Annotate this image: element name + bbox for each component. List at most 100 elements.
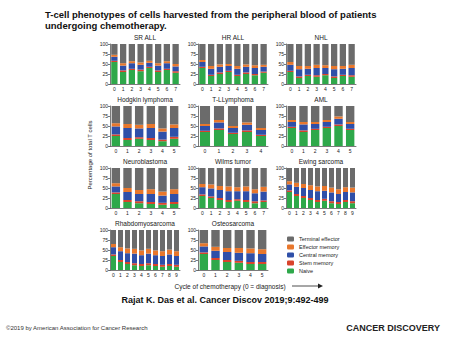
- svg-text:1: 1: [218, 148, 221, 154]
- svg-text:50: 50: [190, 185, 196, 191]
- svg-text:3: 3: [149, 210, 152, 216]
- svg-text:4: 4: [260, 148, 263, 154]
- svg-text:50: 50: [102, 185, 108, 191]
- svg-text:100: 100: [188, 227, 197, 233]
- svg-text:6: 6: [253, 86, 256, 92]
- svg-text:50: 50: [102, 123, 108, 129]
- svg-text:Naive: Naive: [299, 268, 313, 274]
- svg-text:Wilms tumor: Wilms tumor: [215, 158, 252, 165]
- svg-text:2: 2: [130, 86, 133, 92]
- svg-text:4: 4: [324, 86, 327, 92]
- svg-text:8: 8: [344, 210, 347, 216]
- svg-text:50: 50: [102, 247, 108, 253]
- svg-text:0: 0: [281, 143, 284, 149]
- svg-text:50: 50: [278, 61, 284, 67]
- svg-text:25: 25: [102, 195, 108, 201]
- svg-text:50: 50: [278, 185, 284, 191]
- svg-text:5: 5: [147, 272, 150, 278]
- svg-text:Terminal effector: Terminal effector: [299, 236, 340, 242]
- svg-text:0: 0: [289, 86, 292, 92]
- svg-text:100: 100: [188, 41, 197, 47]
- svg-text:50: 50: [102, 61, 108, 67]
- svg-text:75: 75: [190, 175, 196, 181]
- svg-text:4: 4: [236, 86, 239, 92]
- svg-text:Osteosarcoma: Osteosarcoma: [212, 220, 255, 227]
- svg-text:2: 2: [306, 86, 309, 92]
- svg-text:CANCER DISCOVERY: CANCER DISCOVERY: [346, 323, 440, 333]
- svg-text:2: 2: [138, 148, 141, 154]
- svg-text:5: 5: [173, 210, 176, 216]
- svg-text:AML: AML: [314, 96, 328, 103]
- svg-text:4: 4: [337, 148, 340, 154]
- svg-text:6: 6: [341, 86, 344, 92]
- svg-text:25: 25: [278, 71, 284, 77]
- svg-text:25: 25: [102, 71, 108, 77]
- svg-text:25: 25: [278, 133, 284, 139]
- svg-text:75: 75: [278, 113, 284, 119]
- svg-text:75: 75: [278, 175, 284, 181]
- svg-text:Percentage of total T cells: Percentage of total T cells: [87, 120, 93, 189]
- svg-text:4: 4: [161, 210, 164, 216]
- svg-text:1: 1: [210, 210, 213, 216]
- svg-text:1: 1: [302, 148, 305, 154]
- svg-text:2: 2: [218, 210, 221, 216]
- svg-text:Neuroblastoma: Neuroblastoma: [123, 158, 167, 165]
- svg-text:Central memory: Central memory: [299, 252, 338, 258]
- svg-text:9: 9: [351, 210, 354, 216]
- svg-text:7: 7: [262, 86, 265, 92]
- svg-text:25: 25: [190, 195, 196, 201]
- svg-text:7: 7: [337, 210, 340, 216]
- svg-text:25: 25: [190, 133, 196, 139]
- svg-text:50: 50: [190, 123, 196, 129]
- svg-text:3: 3: [133, 272, 136, 278]
- svg-text:0: 0: [193, 205, 196, 211]
- svg-text:8: 8: [168, 272, 171, 278]
- svg-text:75: 75: [102, 175, 108, 181]
- svg-text:3: 3: [149, 148, 152, 154]
- svg-text:75: 75: [278, 51, 284, 57]
- svg-text:100: 100: [100, 103, 109, 109]
- svg-text:5: 5: [245, 86, 248, 92]
- svg-text:3: 3: [227, 210, 230, 216]
- svg-text:100: 100: [276, 41, 285, 47]
- svg-text:4: 4: [161, 148, 164, 154]
- svg-text:Stem memory: Stem memory: [299, 260, 333, 266]
- svg-text:5: 5: [245, 210, 248, 216]
- svg-text:0: 0: [193, 143, 196, 149]
- svg-text:100: 100: [188, 103, 197, 109]
- svg-text:6: 6: [330, 210, 333, 216]
- svg-text:1: 1: [122, 86, 125, 92]
- svg-text:NHL: NHL: [314, 34, 327, 41]
- svg-text:25: 25: [190, 257, 196, 263]
- svg-text:©2019 by American Association: ©2019 by American Association for Cancer…: [6, 325, 148, 331]
- svg-text:3: 3: [139, 86, 142, 92]
- svg-text:0: 0: [288, 210, 291, 216]
- svg-text:25: 25: [190, 71, 196, 77]
- svg-text:4: 4: [148, 86, 151, 92]
- svg-text:0: 0: [105, 205, 108, 211]
- svg-text:75: 75: [190, 51, 196, 57]
- svg-text:0: 0: [193, 267, 196, 273]
- svg-text:2: 2: [138, 210, 141, 216]
- svg-text:2: 2: [126, 272, 129, 278]
- svg-text:100: 100: [276, 165, 285, 171]
- svg-text:0: 0: [290, 148, 293, 154]
- svg-text:5: 5: [261, 272, 264, 278]
- svg-text:4: 4: [316, 210, 319, 216]
- svg-text:1: 1: [295, 210, 298, 216]
- svg-text:4: 4: [249, 272, 252, 278]
- svg-text:0: 0: [113, 86, 116, 92]
- svg-text:75: 75: [102, 51, 108, 57]
- svg-text:0: 0: [105, 81, 108, 87]
- svg-text:0: 0: [193, 81, 196, 87]
- svg-text:100: 100: [100, 165, 109, 171]
- svg-text:50: 50: [190, 61, 196, 67]
- svg-text:75: 75: [190, 237, 196, 243]
- svg-text:5: 5: [157, 86, 160, 92]
- svg-text:5: 5: [173, 148, 176, 154]
- svg-text:0: 0: [112, 272, 115, 278]
- svg-text:Rajat K. Das et al. Cancer Dis: Rajat K. Das et al. Cancer Discov 2019;9…: [121, 295, 328, 305]
- svg-text:Effector memory: Effector memory: [299, 244, 339, 250]
- svg-text:2: 2: [218, 86, 221, 92]
- svg-text:3: 3: [227, 86, 230, 92]
